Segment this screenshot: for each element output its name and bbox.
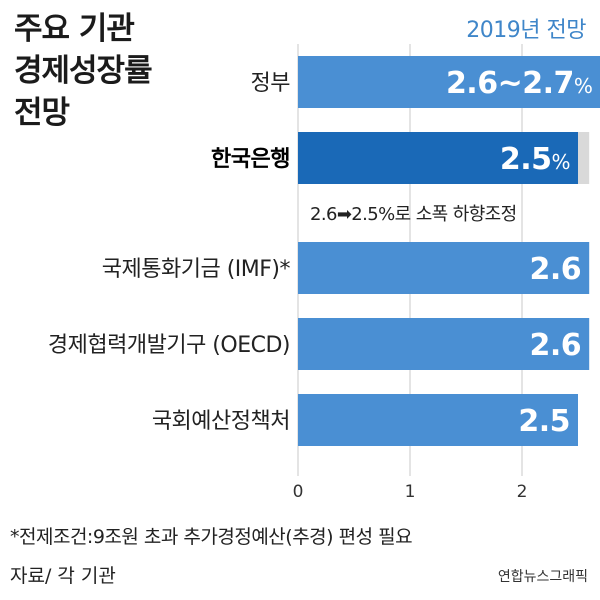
- title-line-3: 전망: [14, 95, 70, 131]
- category-label: 경제협력개발기구 (OECD): [48, 333, 290, 358]
- data-label: 2.5: [518, 404, 570, 439]
- footnote: *전제조건:9조원 초과 추가경정예산(추경) 편성 필요: [10, 526, 413, 548]
- credit-label: 연합뉴스그래픽: [497, 569, 588, 585]
- title-line-2: 경제성장률: [14, 53, 153, 89]
- chart-title: 주요 기관 경제성장률 전망: [14, 8, 153, 134]
- bar: [298, 56, 600, 108]
- x-tick-label: 2: [517, 482, 528, 502]
- data-label: 2.6: [530, 328, 582, 363]
- category-label: 한국은행: [211, 147, 290, 172]
- bar: [298, 132, 578, 184]
- data-label: 2.6: [530, 252, 582, 287]
- source-note: 자료/ 각 기관: [10, 565, 116, 587]
- data-label: 2.6~2.7%: [446, 66, 592, 101]
- category-label: 국제통화기금 (IMF)*: [102, 257, 291, 282]
- bar: [298, 394, 578, 446]
- category-label: 국회예산정책처: [152, 409, 290, 434]
- x-tick-label: 1: [405, 482, 416, 502]
- category-label: 정부: [251, 71, 291, 96]
- data-label: 2.5%: [500, 142, 570, 177]
- title-line-1: 주요 기관: [14, 11, 135, 47]
- chart-subtitle: 2019년 전망: [466, 18, 586, 43]
- x-tick-label: 0: [293, 482, 304, 502]
- bar: [298, 318, 590, 370]
- annotation-text: 2.6➡2.5%로 소폭 하향조정: [310, 204, 517, 225]
- bar: [298, 242, 590, 294]
